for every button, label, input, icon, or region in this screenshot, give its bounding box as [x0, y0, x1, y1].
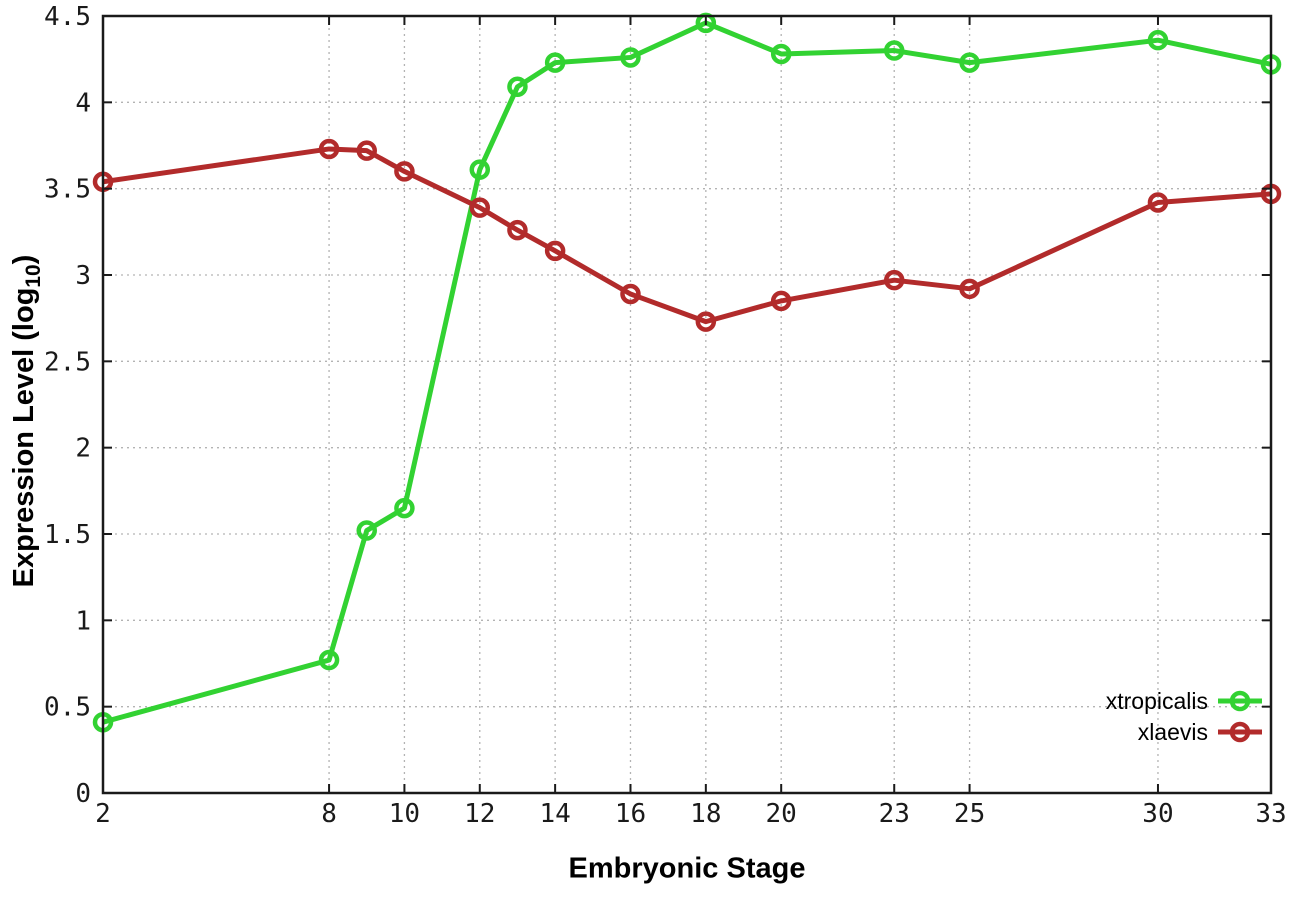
x-tick-label: 20 — [766, 799, 797, 829]
data-point-xtropicalis-stage-30 — [1147, 29, 1169, 51]
series-line-xtropicalis — [102, 20, 1272, 725]
y-axis-title: Expression Level (log10) — [8, 255, 46, 588]
legend-marker-xtropicalis — [1218, 690, 1262, 712]
y-axis-title-text: Expression Level (log — [8, 287, 41, 588]
y-tick-label: 4.5 — [44, 2, 91, 32]
data-point-xlaevis-stage-9 — [356, 140, 377, 161]
data-point-xtropicalis-stage-20 — [770, 43, 792, 65]
data-point-xtropicalis-stage-10 — [394, 497, 415, 519]
y-axis-title-suffix: ) — [8, 254, 41, 265]
x-tick-label: 25 — [954, 799, 985, 829]
legend-label-xtropicalis: xtropicalis — [1105, 688, 1208, 714]
legend-marker-xlaevis — [1218, 721, 1262, 743]
data-point-xlaevis-stage-25 — [959, 278, 980, 300]
data-point-xtropicalis-stage-25 — [959, 52, 980, 73]
y-tick-label: 0 — [75, 779, 91, 809]
legend: xtropicalis xlaevis — [1106, 688, 1263, 745]
data-point-xlaevis-stage-10 — [394, 161, 415, 182]
data-point-xtropicalis-stage-9 — [356, 520, 377, 541]
x-tick-label: 16 — [615, 799, 646, 829]
legend-item-xlaevis: xlaevis — [1138, 719, 1263, 745]
data-point-xlaevis-stage-30 — [1147, 192, 1169, 213]
y-tick-label: 2.5 — [44, 347, 91, 377]
legend-item-xtropicalis: xtropicalis — [1106, 688, 1263, 714]
y-tick-label: 3.5 — [44, 175, 91, 205]
y-tick-label: 1.5 — [44, 520, 91, 550]
x-tick-label: 30 — [1142, 799, 1173, 829]
data-point-xlaevis-stage-13 — [507, 219, 528, 241]
x-tick-label: 14 — [539, 799, 570, 829]
plot-border — [101, 14, 1273, 795]
y-tick-label: 1 — [75, 606, 91, 636]
data-point-xtropicalis-stage-14 — [544, 52, 566, 73]
y-tick-label: 4 — [75, 88, 91, 118]
y-tick-label: 3 — [75, 261, 91, 291]
legend-label-xlaevis: xlaevis — [1137, 719, 1208, 745]
data-point-xtropicalis-stage-12 — [469, 159, 491, 180]
data-point-xtropicalis-stage-8 — [318, 649, 340, 671]
x-tick-label: 2 — [95, 799, 111, 829]
data-point-xlaevis-stage-16 — [620, 283, 641, 305]
data-point-xlaevis-stage-23 — [883, 269, 905, 291]
data-point-xlaevis-stage-14 — [544, 240, 566, 262]
data-point-xtropicalis-stage-13 — [507, 76, 528, 98]
x-tick-label: 23 — [879, 799, 910, 829]
x-tick-label: 33 — [1255, 799, 1286, 829]
data-point-xtropicalis-stage-16 — [620, 47, 641, 68]
y-tick-label: 0.5 — [44, 693, 91, 723]
y-axis-title-subscript: 10 — [21, 264, 45, 288]
x-axis-title: Embryonic Stage — [568, 852, 806, 885]
data-point-xlaevis-stage-8 — [318, 138, 340, 160]
data-point-xlaevis-stage-20 — [770, 290, 792, 312]
legend-point-sample — [1229, 721, 1251, 743]
data-point-xlaevis-stage-12 — [469, 197, 491, 218]
series-line-xlaevis — [102, 146, 1272, 325]
x-tick-label: 10 — [389, 799, 420, 829]
y-tick-label: 2 — [75, 434, 91, 464]
legend-point-sample — [1229, 690, 1251, 712]
x-tick-label: 8 — [321, 799, 337, 829]
x-tick-label: 18 — [690, 799, 721, 829]
x-tick-label: 12 — [464, 799, 495, 829]
data-point-xtropicalis-stage-23 — [883, 40, 905, 61]
data-point-xlaevis-stage-18 — [695, 311, 717, 332]
